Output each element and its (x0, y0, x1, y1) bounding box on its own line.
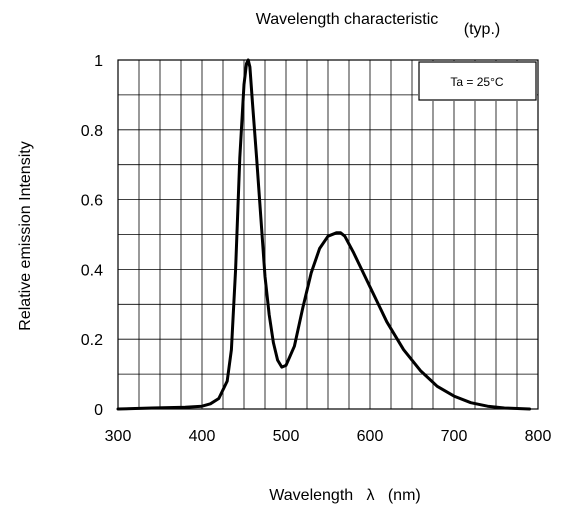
annotation-box: Ta = 25°C (418, 61, 537, 101)
x-tick-labels: 300 400 500 600 700 800 (105, 428, 552, 445)
x-tick-label: 700 (441, 428, 468, 445)
x-tick-label: 600 (357, 428, 384, 445)
x-tick-label: 800 (525, 428, 552, 445)
annotation-border (418, 61, 537, 101)
x-tick-label: 300 (105, 428, 132, 445)
y-tick-labels: 0 0.2 0.4 0.6 0.8 1 (81, 53, 103, 419)
y-axis-label: Relative emission Intensity (17, 141, 34, 330)
y-tick-label: 0 (94, 402, 103, 419)
y-tick-label: 0.4 (81, 262, 103, 279)
y-tick-label: 0.2 (81, 332, 103, 349)
plot-frame (117, 59, 539, 410)
x-axis-label: Wavelength λ (nm) (269, 487, 420, 504)
annotation-text: Ta = 25°C (450, 75, 503, 89)
chart-subtitle: (typ.) (464, 21, 500, 38)
y-tick-label: 1 (94, 53, 103, 70)
chart-title: Wavelength characteristic (256, 11, 439, 28)
grid (118, 60, 538, 409)
emission-spectrum-line (116, 58, 532, 411)
y-tick-label: 0.8 (81, 123, 103, 140)
y-tick-label: 0.6 (81, 193, 103, 210)
x-tick-label: 500 (273, 428, 300, 445)
x-tick-label: 400 (189, 428, 216, 445)
